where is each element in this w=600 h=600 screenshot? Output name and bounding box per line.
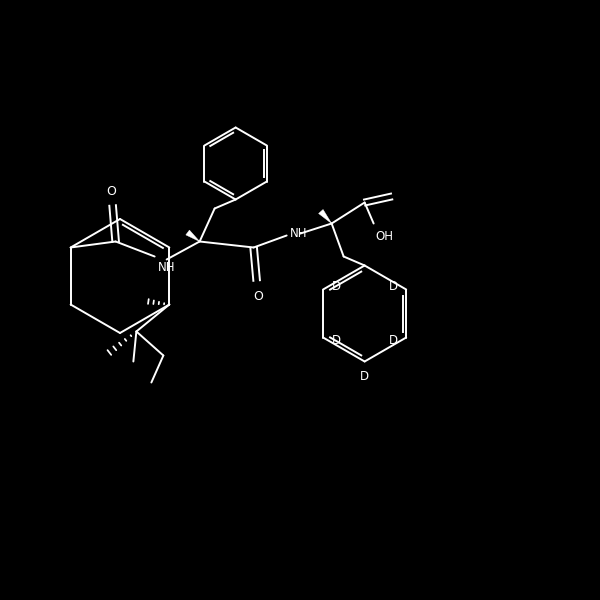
Text: D: D	[332, 334, 341, 347]
Polygon shape	[319, 209, 332, 223]
Polygon shape	[186, 230, 200, 241]
Text: NH: NH	[158, 261, 175, 274]
Text: D: D	[360, 370, 369, 383]
Text: OH: OH	[376, 229, 394, 242]
Text: D: D	[388, 334, 398, 347]
Text: D: D	[388, 280, 398, 293]
Text: O: O	[253, 289, 263, 302]
Text: NH: NH	[290, 227, 307, 240]
Text: D: D	[332, 280, 341, 293]
Text: O: O	[106, 185, 116, 198]
